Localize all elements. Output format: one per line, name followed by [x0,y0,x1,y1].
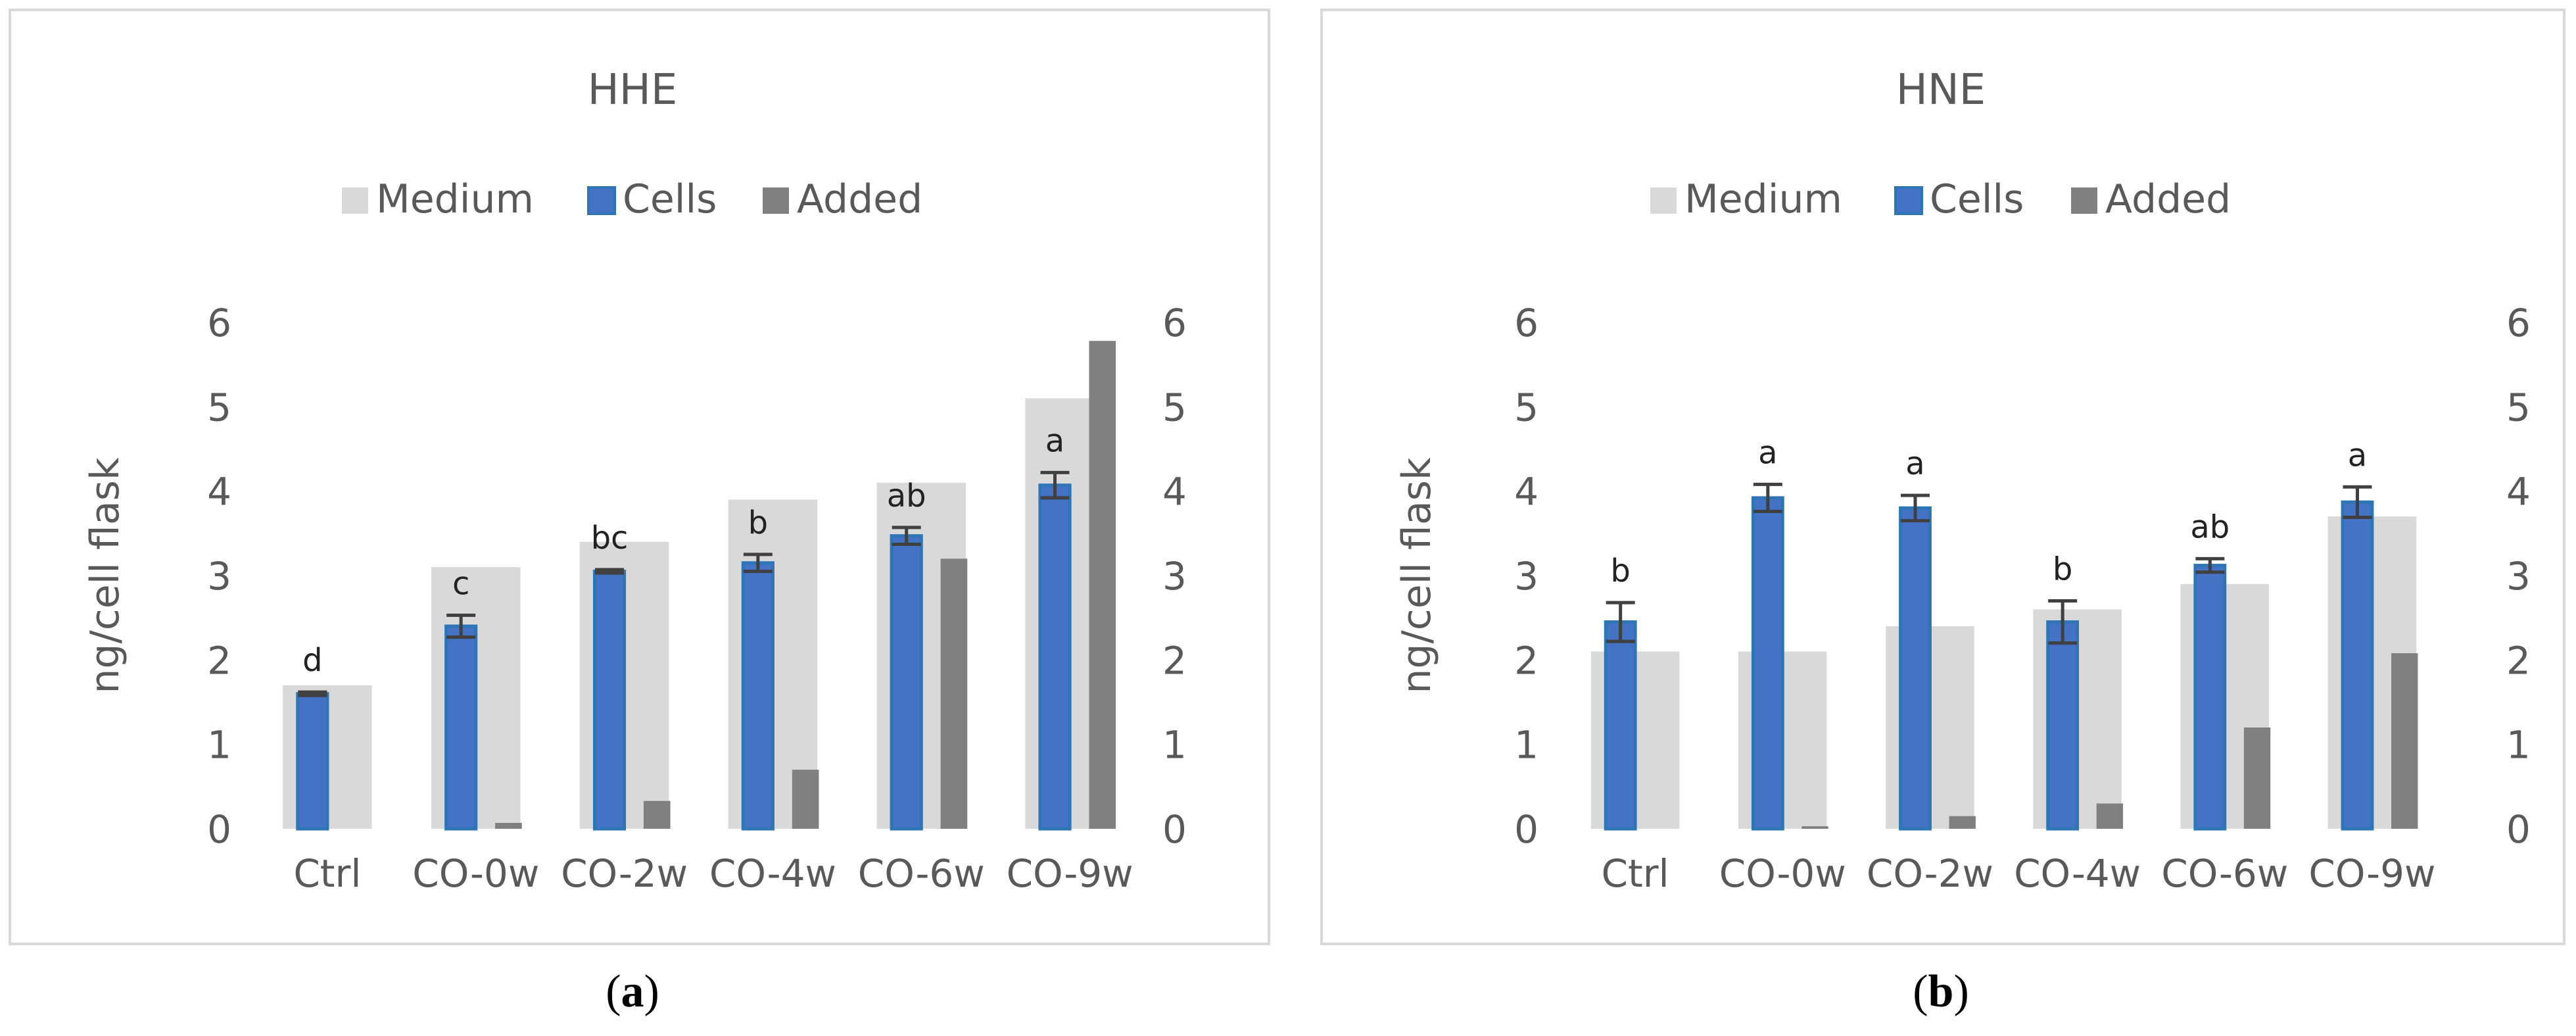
chart-title: HNE [1896,66,1986,114]
x-tick-label: CO-4w [709,851,836,896]
significance-label: a [1758,434,1777,471]
significance-label: a [1905,445,1924,482]
legend-swatch-added [763,187,789,214]
y-axis-label: ng/cell flask [82,457,128,693]
significance-label: b [1610,553,1630,589]
y2-tick-label: 4 [1162,470,1187,514]
y2-tick-label: 1 [2506,723,2531,768]
significance-label: a [1045,422,1064,459]
x-tick-label: CO-6w [2161,851,2288,896]
significance-label: ab [2190,508,2230,545]
y-tick-label: 6 [207,301,231,345]
x-tick-label: Ctrl [293,851,361,896]
bar-cells [1038,483,1072,831]
y2-tick-label: 5 [1162,385,1187,430]
y-tick-label: 6 [1514,301,1538,345]
x-tick-label: CO-0w [1719,851,1846,896]
significance-label: a [2348,437,2367,474]
y-tick-label: 2 [1514,638,1538,683]
legend-swatch-medium [342,187,368,214]
bar-cells [444,624,478,831]
significance-label: c [452,565,469,602]
legend-swatch-added [2071,187,2097,214]
significance-label: b [2053,551,2072,588]
y2-tick-label: 5 [2506,385,2531,430]
y2-tick-label: 1 [1162,723,1187,768]
y2-tick-label: 4 [2506,470,2531,514]
y-tick-label: 4 [1514,470,1538,514]
chart-panel-b: HNE Medium Cells Added 0 1 2 3 4 5 6 0 1 2 3 4 5 6 ng/cell… [1394,66,2531,1017]
y-axis-label: ng/cell flask [1394,457,1440,693]
bar-cells [2193,564,2227,831]
legend-label-cells: Cells [1930,176,2024,222]
bar-cells [2046,620,2080,831]
y2-tick-label: 2 [2506,638,2531,683]
bar-added [2243,728,2271,829]
chart-panel-a: HHE Medium Cells Added 0 1 2 3 4 5 6 0 1 2 3 4 5 6 ng/cell… [82,66,1187,1017]
bar-added [643,801,671,829]
bar-cells [296,692,329,831]
legend-swatch-cells [587,186,616,215]
y2-tick-label: 6 [1162,301,1187,345]
legend-swatch-cells [1894,186,1923,215]
bar-added [1949,816,1976,829]
y-tick-label: 5 [1514,385,1538,430]
bar-cells [592,570,627,831]
legend-swatch-medium [1650,187,1677,214]
significance-label: b [748,505,768,541]
y-tick-label: 1 [207,723,231,768]
y2-tick-label: 6 [2506,301,2531,345]
x-tick-label: CO-2w [561,851,688,896]
significance-label: d [302,642,322,679]
bar-added [1089,341,1116,829]
y-tick-label: 0 [1514,807,1538,852]
bar-cells [1899,506,1932,831]
x-tick-label: Ctrl [1601,851,1669,896]
chart-title: HHE [588,66,678,114]
y2-tick-label: 3 [2506,554,2531,599]
significance-label: ab [887,478,926,514]
y-tick-label: 5 [207,385,231,430]
y-tick-label: 4 [207,470,231,514]
y-tick-label: 3 [207,554,231,599]
x-tick-label: CO-0w [412,851,539,896]
significance-label: bc [591,520,629,556]
legend-label-medium: Medium [1684,176,1842,222]
x-tick-label: CO-4w [2014,851,2141,896]
y2-tick-label: 0 [2506,807,2531,852]
y-tick-label: 0 [207,807,231,852]
bar-cells [741,561,775,831]
panel-caption: (a) [606,966,659,1017]
y-tick-label: 2 [207,638,231,683]
x-tick-label: CO-9w [1007,851,1133,896]
y-tick-label: 3 [1514,554,1538,599]
x-tick-label: CO-2w [1867,851,1993,896]
legend-label-cells: Cells [623,176,717,222]
bar-cells [2341,500,2374,831]
bar-added [940,558,968,829]
panel-caption: (b) [1913,966,1969,1017]
bar-cells [890,534,923,831]
bar-added [2096,803,2124,829]
bar-cells [1604,620,1637,831]
legend-label-added: Added [2105,176,2231,222]
x-tick-label: CO-9w [2308,851,2435,896]
bar-added [1801,826,1828,829]
y2-tick-label: 0 [1162,807,1187,852]
y2-tick-label: 3 [1162,554,1187,599]
bar-cells [1751,496,1784,831]
legend-label-medium: Medium [376,176,534,222]
y2-tick-label: 2 [1162,638,1187,683]
y-tick-label: 1 [1514,723,1538,768]
bar-added [792,770,819,829]
x-tick-label: CO-6w [858,851,985,896]
bar-added [2391,653,2418,829]
legend-label-added: Added [797,176,922,222]
bar-added [495,823,522,829]
